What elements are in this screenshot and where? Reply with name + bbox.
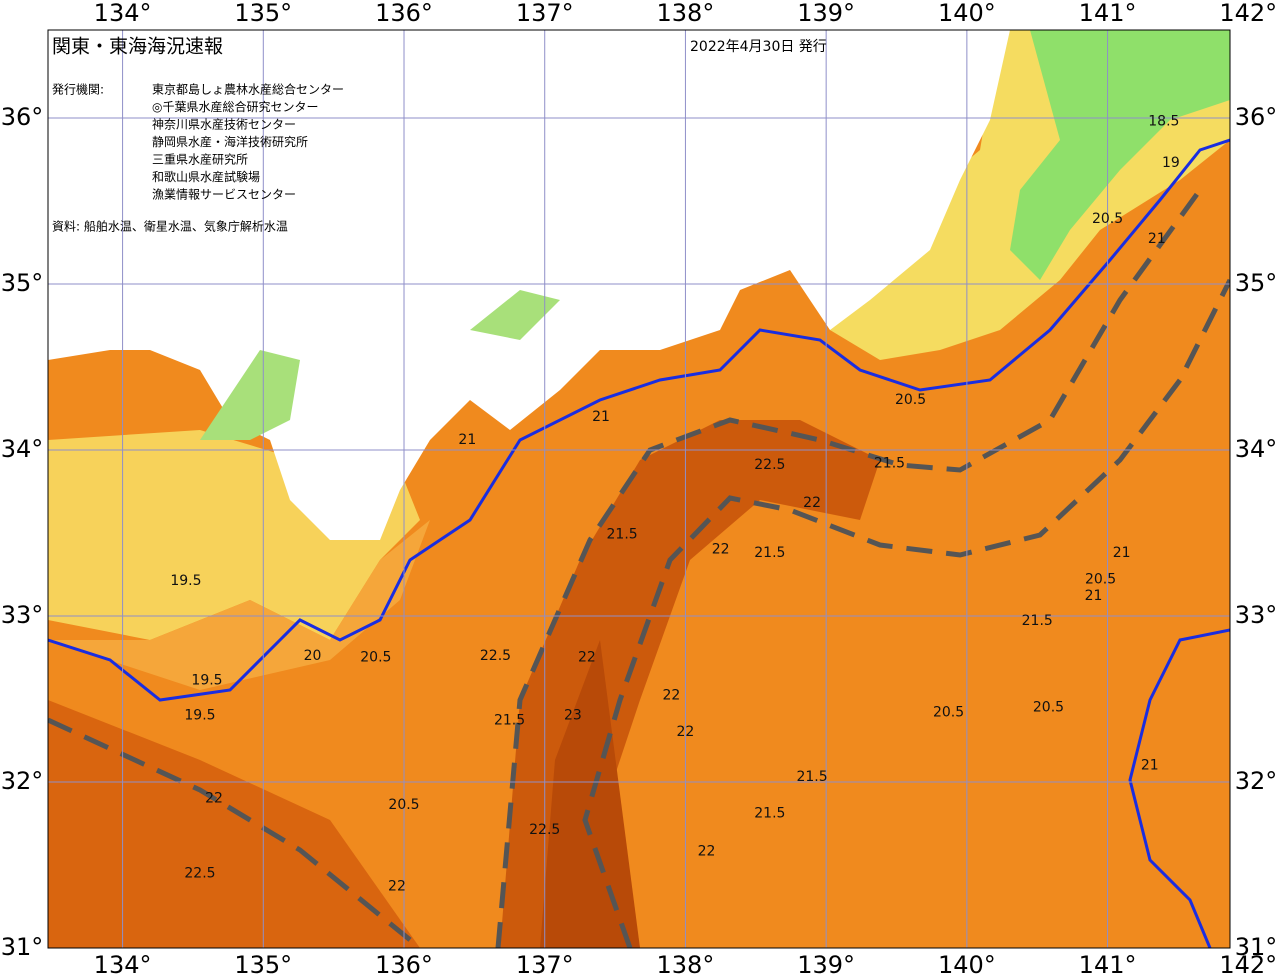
- contour-label: 21.5: [1022, 613, 1053, 629]
- source: 資料: 船舶水温、衛星水温、気象庁解析水温: [52, 219, 288, 234]
- contour-label: 22.5: [480, 648, 511, 664]
- organization: 東京都島しょ農林水産総合センター: [152, 82, 344, 97]
- lat-label-right: 34°: [1235, 435, 1278, 463]
- contour-label: 21.5: [754, 545, 785, 561]
- contour-label: 22: [677, 724, 695, 740]
- lat-label-left: 33°: [1, 601, 44, 629]
- contour-label: 21: [1141, 757, 1159, 773]
- contour-label: 21: [458, 432, 476, 448]
- lon-label-top: 141°: [1079, 0, 1137, 27]
- organization: 静岡県水産・海洋技術研究所: [152, 134, 308, 149]
- lon-label-top: 135°: [234, 0, 292, 27]
- lon-label-bottom: 138°: [657, 951, 715, 979]
- contour-label: 19.5: [191, 673, 222, 689]
- organization: 和歌山県水産試験場: [152, 169, 260, 184]
- contour-label: 21.5: [607, 527, 638, 543]
- contour-label: 20: [304, 648, 322, 664]
- frame: [47, 29, 1231, 949]
- lon-label-bottom: 142°: [1219, 951, 1277, 979]
- organizations: 東京都島しょ農林水産総合センター ◎千葉県水産総合研究センター神奈川県水産技術セン…: [152, 82, 344, 202]
- lat-label-right: 31°: [1235, 933, 1278, 961]
- contour-label: 22.5: [184, 865, 215, 881]
- organization: 神奈川県水産技術センター: [152, 117, 296, 132]
- contour-label: 22: [578, 649, 596, 665]
- lon-label-bottom: 137°: [516, 951, 574, 979]
- mild-water: [48, 520, 430, 690]
- contour-label: 22: [388, 879, 406, 895]
- lon-label-bottom: 140°: [938, 951, 996, 979]
- contour-label: 21: [1113, 545, 1131, 561]
- contour-label: 20.5: [895, 392, 926, 408]
- issue-date: 2022年4月30日 発行: [690, 39, 827, 55]
- lon-label-top: 138°: [657, 0, 715, 27]
- contour-label: 22: [698, 844, 716, 860]
- lon-label-top: 136°: [375, 0, 433, 27]
- contour-label: 20.5: [933, 704, 964, 720]
- lat-label-left: 32°: [1, 767, 44, 795]
- contour-label: 20.5: [1085, 571, 1116, 587]
- lon-label-bottom: 134°: [94, 951, 152, 979]
- contour-label: 22: [205, 791, 223, 807]
- contour-label: 21.5: [494, 713, 525, 729]
- contour-label: 22.5: [754, 457, 785, 473]
- lon-label-top: 139°: [797, 0, 855, 27]
- lat-label-left: 36°: [1, 103, 44, 131]
- lat-label-right: 35°: [1235, 269, 1278, 297]
- lat-label-left: 35°: [1, 269, 44, 297]
- contour-label: 21: [592, 409, 610, 425]
- isotherm-20: [1128, 628, 1230, 948]
- title: 関東・東海海況速報: [52, 36, 223, 58]
- lat-label-left: 31°: [1, 933, 44, 961]
- land-green: [1010, 30, 1230, 280]
- lon-label-bottom: 139°: [797, 951, 855, 979]
- lon-label-top: 140°: [938, 0, 996, 27]
- lat-label-left: 34°: [1, 435, 44, 463]
- lat-label-right: 32°: [1235, 767, 1278, 795]
- contour-label: 18.5: [1148, 113, 1179, 129]
- info-label: 発行機関:: [52, 82, 104, 97]
- kuroshio-axis: [582, 278, 1230, 948]
- kuroshio-axis: [495, 188, 1203, 948]
- kuroshio-axis: [48, 717, 422, 948]
- organization: 三重県水産研究所: [152, 152, 248, 167]
- lat-label-right: 36°: [1235, 103, 1278, 131]
- contour-label: 19: [1162, 155, 1180, 171]
- contour-label: 22: [662, 688, 680, 704]
- lon-label-top: 134°: [94, 0, 152, 27]
- lon-label-top: 137°: [516, 0, 574, 27]
- contour-label: 23: [564, 708, 582, 724]
- contour-label: 20.5: [388, 797, 419, 813]
- contour-label: 21.5: [754, 806, 785, 822]
- contour-label: 21: [1148, 231, 1166, 247]
- contour-label: 22: [712, 542, 730, 558]
- contour-label: 21.5: [874, 455, 905, 471]
- land-green: [470, 290, 560, 340]
- lat-label-right: 33°: [1235, 601, 1278, 629]
- contour-label: 20.5: [1092, 211, 1123, 227]
- contour-label: 19.5: [170, 573, 201, 589]
- grid: [48, 30, 1230, 948]
- land-green: [200, 350, 300, 440]
- organization: 漁業情報サービスセンター: [152, 188, 296, 202]
- contour-label: 21: [1085, 588, 1103, 604]
- contour-label: 20.5: [1033, 699, 1064, 715]
- lon-label-bottom: 141°: [1079, 951, 1137, 979]
- contour-label: 21.5: [796, 769, 827, 785]
- lon-label-top: 142°: [1219, 0, 1277, 27]
- contour-label: 22.5: [529, 822, 560, 838]
- lon-label-bottom: 136°: [375, 951, 433, 979]
- isotherm-20: [48, 138, 1230, 702]
- contour-label: 19.5: [184, 708, 215, 724]
- organization: ◎千葉県水産総合研究センター: [152, 99, 318, 114]
- contour-label: 22: [803, 495, 821, 511]
- lon-label-bottom: 135°: [234, 951, 292, 979]
- contour-label: 20.5: [360, 649, 391, 665]
